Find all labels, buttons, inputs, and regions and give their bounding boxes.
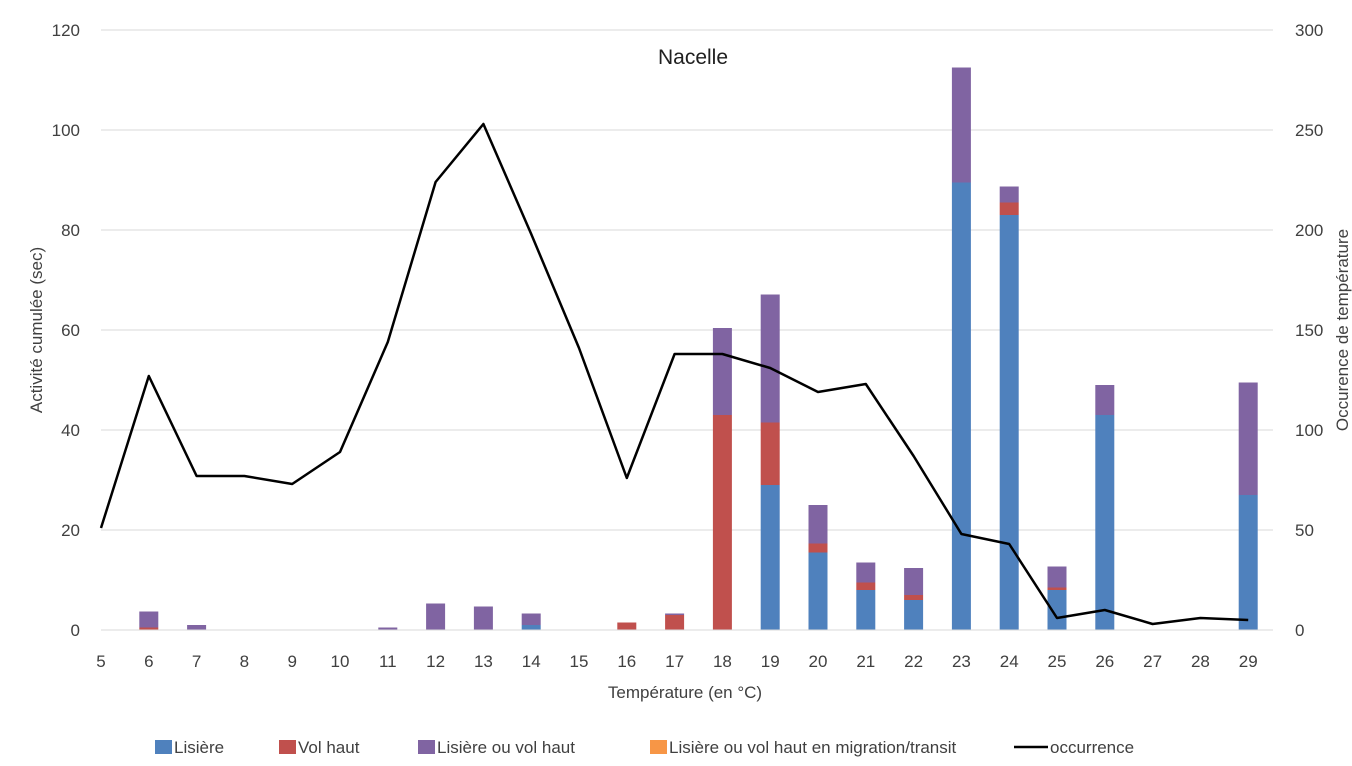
- legend-swatch-lisi-re-ou-vol-haut-en-migration-transit: [650, 740, 667, 754]
- bar-lisi-re-14: [521, 625, 541, 630]
- legend-label-lisi-re-ou-vol-haut: Lisière ou vol haut: [437, 738, 575, 757]
- x-tick-label: 23: [952, 652, 971, 671]
- x-tick-label: 26: [1095, 652, 1114, 671]
- bar-lisi-re-22: [904, 600, 924, 630]
- bar-lisi-re-23: [951, 182, 971, 630]
- y-tick-label: 80: [61, 221, 80, 240]
- y-tick-label: 0: [71, 621, 80, 640]
- bar-vol-haut-20: [808, 543, 828, 553]
- bar-lisi-re-20: [808, 552, 828, 630]
- bar-lisi-re-29: [1238, 495, 1258, 630]
- bar-lisi-re-ou-vol-haut-11: [378, 627, 398, 630]
- bar-vol-haut-19: [760, 422, 780, 485]
- bar-lisi-re-ou-vol-haut-24: [999, 186, 1019, 203]
- x-tick-label: 5: [96, 652, 105, 671]
- x-tick-label: 17: [665, 652, 684, 671]
- legend-label-occurrence: occurrence: [1050, 738, 1134, 757]
- bar-lisi-re-26: [1095, 415, 1115, 630]
- x-tick-label: 16: [617, 652, 636, 671]
- bar-lisi-re-ou-vol-haut-21: [856, 562, 876, 583]
- x-tick-label: 11: [379, 652, 397, 671]
- bar-lisi-re-ou-vol-haut-18: [712, 328, 732, 415]
- bar-lisi-re-ou-vol-haut-13: [473, 606, 493, 630]
- y-tick-label: 120: [52, 21, 80, 40]
- bar-lisi-re-ou-vol-haut-12: [426, 603, 446, 630]
- bar-lisi-re-ou-vol-haut-6: [139, 611, 159, 628]
- bar-vol-haut-6: [139, 627, 159, 630]
- y2-tick-label: 200: [1295, 221, 1323, 240]
- x-tick-label: 24: [1000, 652, 1019, 671]
- bar-lisi-re-19: [760, 485, 780, 630]
- x-tick-label: 29: [1239, 652, 1258, 671]
- y2-axis-title: Occurence de température: [1333, 229, 1352, 431]
- legend-swatch-lisi-re-ou-vol-haut: [418, 740, 435, 754]
- y-tick-label: 100: [52, 121, 80, 140]
- x-tick-label: 22: [904, 652, 923, 671]
- legend-label-vol-haut: Vol haut: [298, 738, 360, 757]
- chart-title: Nacelle: [658, 46, 728, 69]
- series-line-occurrence: [99, 122, 1249, 626]
- y-tick-label: 40: [61, 421, 80, 440]
- x-tick-label: 7: [192, 652, 201, 671]
- x-tick-label: 28: [1191, 652, 1210, 671]
- bar-vol-haut-22: [904, 595, 924, 600]
- x-tick-label: 27: [1143, 652, 1162, 671]
- x-tick-label: 13: [474, 652, 493, 671]
- legend-label-lisi-re-ou-vol-haut-en-migration-transit: Lisière ou vol haut en migration/transit: [669, 738, 957, 757]
- legend-label-lisi-re: Lisière: [174, 738, 224, 757]
- bar-lisi-re-ou-vol-haut-20: [808, 505, 828, 544]
- x-tick-label: 14: [522, 652, 541, 671]
- bar-lisi-re-ou-vol-haut-25: [1047, 566, 1067, 588]
- bar-lisi-re-ou-vol-haut-19: [760, 294, 780, 423]
- bar-lisi-re-ou-vol-haut-17: [665, 613, 685, 615]
- y2-tick-label: 0: [1295, 621, 1304, 640]
- y-tick-label: 60: [61, 321, 80, 340]
- x-tick-label: 10: [331, 652, 350, 671]
- bar-lisi-re-ou-vol-haut-14: [521, 613, 541, 625]
- bar-vol-haut-18: [712, 415, 732, 630]
- bar-lisi-re-21: [856, 590, 876, 630]
- bar-lisi-re-ou-vol-haut-22: [904, 568, 924, 595]
- y-tick-label: 20: [61, 521, 80, 540]
- x-tick-label: 6: [144, 652, 153, 671]
- x-tick-label: 18: [713, 652, 732, 671]
- y2-tick-label: 100: [1295, 421, 1323, 440]
- x-tick-label: 12: [426, 652, 445, 671]
- x-tick-label: 20: [809, 652, 828, 671]
- bar-vol-haut-24: [999, 202, 1019, 215]
- bar-vol-haut-17: [665, 615, 685, 630]
- x-tick-label: 21: [856, 652, 875, 671]
- y-axis-title: Activité cumulée (sec): [27, 247, 46, 413]
- y2-tick-label: 50: [1295, 521, 1314, 540]
- x-axis-title: Température (en °C): [608, 683, 762, 702]
- bar-vol-haut-21: [856, 582, 876, 590]
- x-tick-label: 15: [570, 652, 589, 671]
- legend-swatch-vol-haut: [279, 740, 296, 754]
- y2-tick-label: 250: [1295, 121, 1323, 140]
- x-tick-label: 9: [287, 652, 296, 671]
- bar-lisi-re-ou-vol-haut-7: [187, 625, 207, 630]
- bar-lisi-re-ou-vol-haut-26: [1095, 385, 1115, 415]
- bar-lisi-re-ou-vol-haut-23: [951, 67, 971, 183]
- bar-lisi-re-ou-vol-haut-29: [1238, 382, 1258, 495]
- bar-lisi-re-24: [999, 215, 1019, 630]
- x-tick-label: 25: [1048, 652, 1067, 671]
- y2-tick-label: 150: [1295, 321, 1323, 340]
- legend-swatch-lisi-re: [155, 740, 172, 754]
- bar-lisi-re-25: [1047, 590, 1067, 630]
- x-tick-label: 19: [761, 652, 780, 671]
- x-tick-label: 8: [240, 652, 249, 671]
- y2-tick-label: 300: [1295, 21, 1323, 40]
- bar-vol-haut-16: [617, 622, 637, 630]
- bar-vol-haut-25: [1047, 587, 1067, 590]
